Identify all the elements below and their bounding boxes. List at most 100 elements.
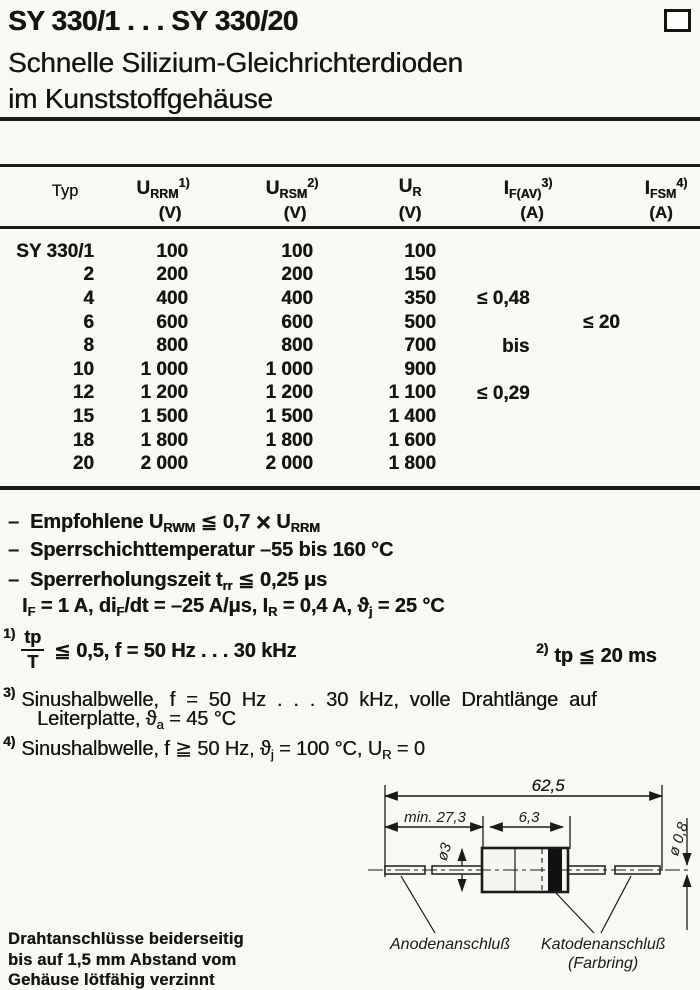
cathode-colorband-label: (Farbring)	[568, 955, 638, 972]
col-unit-ur: (V)	[398, 203, 422, 222]
cell-typ: 4	[83, 287, 94, 309]
table-row: 6 600 600 500	[0, 311, 700, 335]
note-conditions: IF = 1 A, diF/dt = –25 A/μs, IR = 0,4 A,…	[22, 595, 445, 619]
footnote-marker: 1)	[3, 625, 16, 641]
symbol-base: I	[644, 178, 650, 199]
symbol-sub: R	[267, 604, 278, 619]
header-divider	[0, 117, 700, 121]
footnote-marker: 3)	[3, 684, 16, 700]
cell-typ: 2	[83, 264, 94, 286]
symbol-sub: FSM	[649, 187, 677, 201]
fraction-denominator: T	[27, 652, 39, 672]
ifav-limit-high: ≤ 0,48	[477, 288, 530, 309]
cell-ursm: 100	[281, 240, 313, 262]
table-bottom-rule	[0, 486, 700, 490]
symbol-sub: j	[368, 604, 373, 619]
fraction-numerator: tp	[21, 627, 45, 651]
footnote-ref: 2)	[307, 176, 319, 190]
cell-ursm: 1 000	[265, 358, 313, 380]
anode-lead-label: Anodenanschluß	[389, 936, 510, 953]
cell-typ: 15	[72, 405, 94, 427]
ratings-table-body: SY 330/1 100 100 100 2 200 200 150 4 400 400 350 …	[0, 240, 700, 476]
col-unit-ifsm: (A)	[649, 203, 673, 222]
cell-ursm: 1 200	[265, 382, 313, 404]
note-text: /dt = –25 A/μs, I	[124, 595, 268, 617]
table-row: SY 330/1 100 100 100	[0, 240, 700, 264]
cell-typ: 12	[72, 382, 94, 404]
subtitle-line: im Kunststoffgehäuse	[8, 83, 273, 114]
footnote-ref: 1)	[178, 176, 190, 190]
footnote-text: = 45 °C	[163, 708, 236, 730]
table-top-rule	[0, 164, 700, 167]
cell-ursm: 200	[281, 264, 313, 286]
footnote-marker: 4)	[3, 733, 16, 749]
col-header-ursm: URSM2)	[266, 176, 319, 201]
cell-ursm: 2 000	[265, 453, 313, 475]
symbol-sub: F	[116, 604, 125, 619]
cell-urrm: 1 800	[140, 429, 188, 451]
symbol-sub: rr	[222, 578, 233, 593]
cell-typ: SY 330/1	[16, 240, 94, 262]
cell-ur: 1 600	[388, 429, 436, 451]
symbol-sub: R	[382, 747, 392, 762]
cell-ur: 1 400	[388, 405, 436, 427]
theta-symbol: ϑ	[145, 708, 157, 730]
ifav-limit-low: ≤ 0,29	[477, 383, 530, 404]
col-unit-ursm: (V)	[283, 203, 307, 222]
dash: –	[8, 539, 20, 561]
dim-lead-min-length: min. 27,3	[404, 809, 466, 826]
col-header-urrm: URRM1)	[136, 176, 189, 201]
dim-wire-diameter: ø 0,8	[665, 820, 692, 858]
cell-urrm: 1 500	[140, 405, 188, 427]
cell-typ: 8	[83, 335, 94, 357]
cell-ursm: 1 500	[265, 405, 313, 427]
footnote-text: Sinushalbwelle, f ≧ 50 Hz,	[21, 738, 260, 760]
footnote-2: 2) tp ≦ 20 ms	[536, 640, 657, 668]
footnote-text: Sinushalbwelle, f = 50 Hz . . . 30 kHz, …	[21, 689, 597, 711]
dim-body-diameter: ø3	[434, 840, 456, 863]
table-row: 10 1 000 1 000 900	[0, 358, 700, 382]
cell-ur: 350	[404, 287, 436, 309]
symbol-sub: RRM	[290, 520, 320, 535]
col-unit-ifav: (A)	[520, 203, 544, 222]
symbol-base: U	[398, 176, 413, 197]
cell-ur: 1 800	[388, 453, 436, 475]
cell-ur: 100	[404, 240, 436, 262]
note-text: ≦ 0,7	[195, 511, 256, 533]
cell-ursm: 1 800	[265, 429, 313, 451]
dim-body-length: 6,3	[519, 809, 541, 826]
note-text: ≦ 0,25 μs	[232, 569, 328, 591]
table-row: 15 1 500 1 500 1 400	[0, 405, 700, 429]
page-title: SY 330/1 . . . SY 330/20	[8, 5, 298, 36]
cell-ur: 150	[404, 264, 436, 286]
table-header-rule	[0, 226, 700, 229]
footnote-1: 1) tp T ≦ 0,5, f = 50 Hz . . . 30 kHz	[3, 625, 297, 673]
symbol-base: U	[136, 178, 151, 199]
cell-typ: 18	[72, 429, 94, 451]
ifav-bis: bis	[502, 336, 530, 357]
cell-ursm: 400	[281, 287, 313, 309]
cell-urrm: 1 000	[140, 358, 188, 380]
cell-ur: 500	[404, 311, 436, 333]
note-text: = 0,4 A,	[277, 595, 358, 617]
table-row: 18 1 800 1 800 1 600	[0, 429, 700, 453]
col-header-typ: Typ	[51, 182, 79, 200]
cell-urrm: 400	[156, 287, 188, 309]
cell-typ: 20	[72, 453, 94, 475]
dash: –	[8, 511, 20, 533]
note-text: Sperrerholungszeit t	[29, 569, 223, 591]
footnote-4: 4) Sinushalbwelle, f ≧ 50 Hz, ϑj = 100 °C…	[3, 733, 425, 762]
footnote-text: Leiterplatte,	[37, 708, 146, 730]
footnote-marker: 2)	[536, 640, 549, 656]
footnote-ref: 3)	[541, 176, 553, 190]
footnote-text: tp ≦ 20 ms	[554, 645, 657, 667]
footnote-text: ≦ 0,5, f = 50 Hz . . . 30 kHz	[54, 639, 297, 662]
footnote-ref: 4)	[676, 176, 688, 190]
cathode-lead-label: Katodenanschluß	[541, 936, 666, 953]
note-text: = 1 A, di	[35, 595, 117, 617]
note-text: Sperrschichttemperatur –55 bis 160 °C	[29, 539, 394, 561]
cell-typ: 6	[83, 311, 94, 333]
footnote-3-line2: Leiterplatte, ϑa = 45 °C	[37, 708, 236, 732]
symbol-sub: F(AV)	[508, 187, 542, 201]
